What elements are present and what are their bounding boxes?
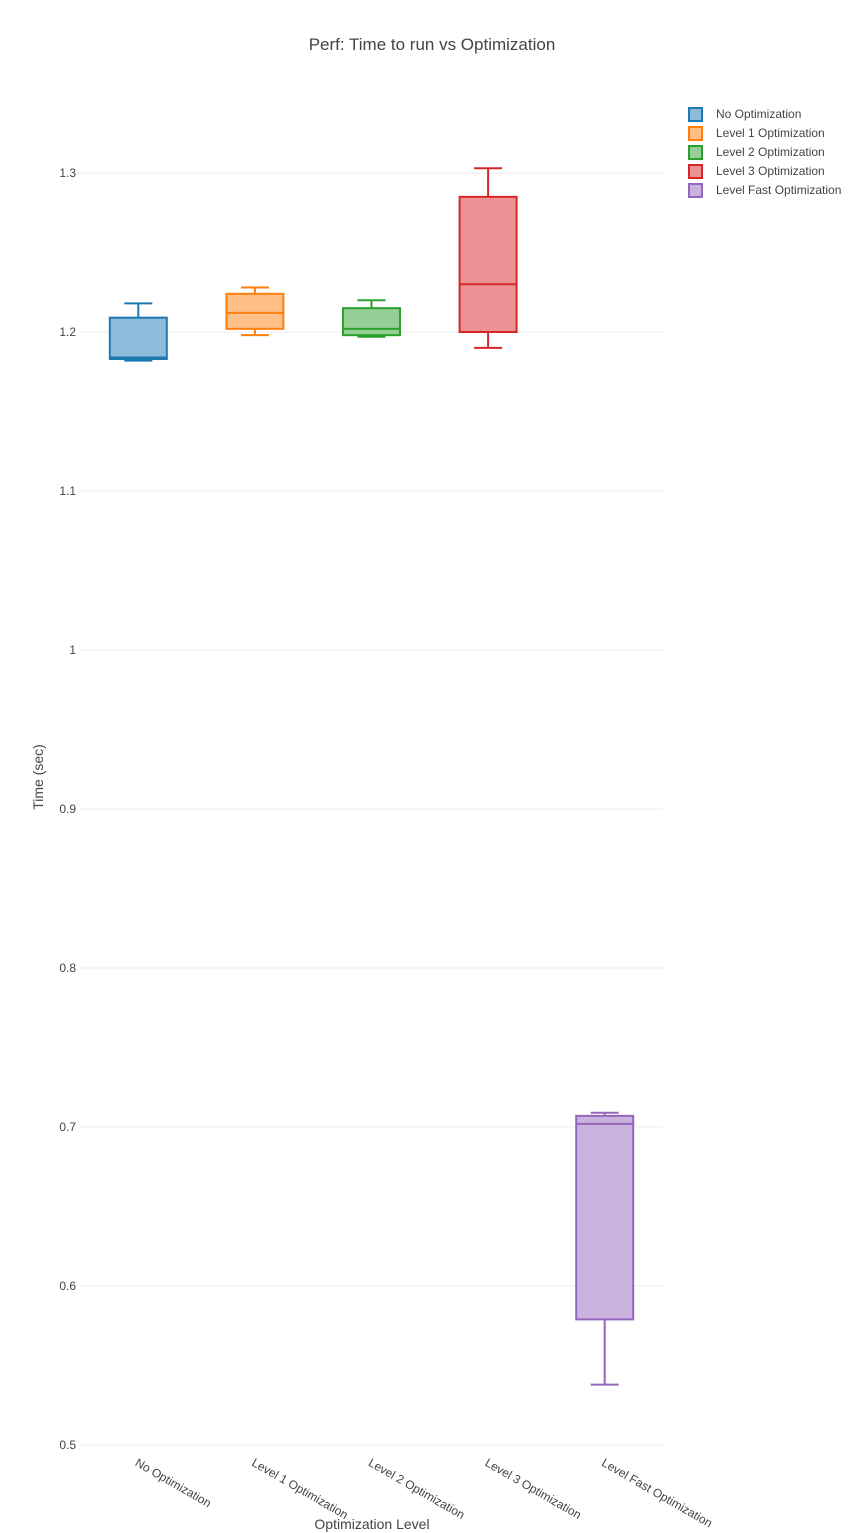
- legend-label: Level 1 Optimization: [716, 126, 825, 140]
- iqr-box: [575, 1114, 635, 1321]
- y-tick-label: 0.6: [59, 1279, 76, 1293]
- legend[interactable]: No Optimization Level 1 Optimization Level…: [688, 107, 841, 198]
- y-tick-label: 1.2: [59, 325, 76, 339]
- box-1: [108, 302, 168, 362]
- legend-swatch: [688, 145, 703, 160]
- x-tick-label: No Optimization: [133, 1455, 214, 1510]
- box-4: [458, 167, 518, 349]
- y-axis-title: Time (sec): [30, 744, 46, 810]
- iqr-box: [225, 292, 285, 330]
- box-3: [342, 299, 401, 338]
- x-tick-label: Level Fast Optimization: [599, 1455, 715, 1530]
- legend-label: Level 2 Optimization: [716, 145, 825, 159]
- legend-label: No Optimization: [716, 107, 801, 121]
- legend-item[interactable]: Level 3 Optimization: [688, 164, 825, 179]
- legend-label: Level 3 Optimization: [716, 164, 825, 178]
- y-tick-label: 1: [69, 643, 76, 657]
- x-axis-title: Optimization Level: [314, 1516, 429, 1532]
- iqr-box: [342, 307, 401, 337]
- y-axis-ticks: 0.5 0.6 0.7 0.8 0.9 1 1.1 1.2 1.3: [59, 166, 76, 1452]
- x-tick-label: Level 1 Optimization: [249, 1455, 350, 1521]
- legend-swatch: [688, 164, 703, 179]
- x-tick-label: Level 3 Optimization: [483, 1455, 584, 1521]
- legend-item[interactable]: No Optimization: [688, 107, 801, 122]
- y-tick-label: 0.9: [59, 802, 76, 816]
- legend-item[interactable]: Level Fast Optimization: [688, 183, 841, 198]
- legend-swatch: [688, 107, 703, 122]
- y-tick-label: 0.7: [59, 1120, 76, 1134]
- legend-label: Level Fast Optimization: [716, 183, 841, 197]
- legend-item[interactable]: Level 1 Optimization: [688, 126, 825, 141]
- legend-swatch: [688, 126, 703, 141]
- y-tick-label: 1.3: [59, 166, 76, 180]
- y-tick-label: 0.5: [59, 1438, 76, 1452]
- y-tick-label: 0.8: [59, 961, 76, 975]
- x-tick-label: Level 2 Optimization: [366, 1455, 467, 1521]
- y-tick-label: 1.1: [59, 484, 76, 498]
- legend-item[interactable]: Level 2 Optimization: [688, 145, 825, 160]
- grid-lines: [80, 172, 663, 1446]
- box-5: [575, 1111, 635, 1386]
- chart-title: Perf: Time to run vs Optimization: [309, 35, 556, 54]
- legend-swatch: [688, 183, 703, 198]
- iqr-box: [108, 316, 168, 361]
- iqr-box: [458, 195, 518, 333]
- box-2: [225, 286, 285, 337]
- box-plots: [108, 167, 635, 1386]
